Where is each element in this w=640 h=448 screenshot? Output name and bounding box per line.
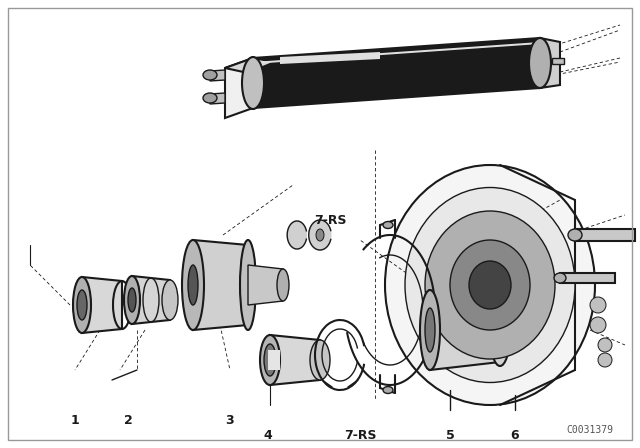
Ellipse shape <box>425 308 435 352</box>
Ellipse shape <box>405 188 575 383</box>
Ellipse shape <box>277 269 289 301</box>
Ellipse shape <box>554 273 566 283</box>
Polygon shape <box>132 276 170 324</box>
Polygon shape <box>287 221 307 249</box>
Ellipse shape <box>242 57 264 109</box>
Ellipse shape <box>425 211 555 359</box>
Text: 2: 2 <box>124 414 132 426</box>
Polygon shape <box>253 38 540 108</box>
Ellipse shape <box>598 353 612 367</box>
Ellipse shape <box>469 261 511 309</box>
Polygon shape <box>210 93 225 104</box>
Ellipse shape <box>240 240 256 330</box>
Polygon shape <box>308 220 331 250</box>
Polygon shape <box>560 273 615 283</box>
Polygon shape <box>248 265 283 305</box>
Ellipse shape <box>73 277 91 333</box>
Polygon shape <box>575 229 635 241</box>
Text: 4: 4 <box>264 428 273 441</box>
Polygon shape <box>82 277 122 333</box>
Ellipse shape <box>490 302 510 366</box>
Text: 1: 1 <box>70 414 79 426</box>
Text: 3: 3 <box>226 414 234 426</box>
Ellipse shape <box>203 93 217 103</box>
Ellipse shape <box>450 240 530 330</box>
Polygon shape <box>540 38 560 88</box>
Ellipse shape <box>128 288 136 312</box>
Ellipse shape <box>162 280 178 320</box>
Ellipse shape <box>310 340 330 380</box>
Ellipse shape <box>124 276 140 324</box>
Ellipse shape <box>77 290 87 320</box>
Text: 6: 6 <box>511 428 519 441</box>
Polygon shape <box>430 290 500 370</box>
Polygon shape <box>210 70 225 81</box>
Ellipse shape <box>590 317 606 333</box>
Ellipse shape <box>420 290 440 370</box>
Text: C0031379: C0031379 <box>566 425 614 435</box>
Ellipse shape <box>590 297 606 313</box>
Ellipse shape <box>385 165 595 405</box>
Text: 7-RS: 7-RS <box>314 214 346 227</box>
Polygon shape <box>253 42 540 64</box>
Polygon shape <box>225 58 253 118</box>
Ellipse shape <box>203 70 217 80</box>
Polygon shape <box>268 350 280 370</box>
Text: 7-RS: 7-RS <box>344 428 376 441</box>
Ellipse shape <box>260 335 280 385</box>
Text: 5: 5 <box>445 428 454 441</box>
Ellipse shape <box>529 38 551 88</box>
Ellipse shape <box>182 240 204 330</box>
Polygon shape <box>552 58 564 64</box>
Ellipse shape <box>383 387 393 393</box>
Polygon shape <box>225 58 275 73</box>
Ellipse shape <box>316 229 324 241</box>
Ellipse shape <box>568 229 582 241</box>
Polygon shape <box>193 240 248 330</box>
Ellipse shape <box>598 338 612 352</box>
Ellipse shape <box>188 265 198 305</box>
Polygon shape <box>280 52 380 64</box>
Ellipse shape <box>383 221 393 228</box>
Polygon shape <box>270 335 320 385</box>
Ellipse shape <box>264 344 276 376</box>
